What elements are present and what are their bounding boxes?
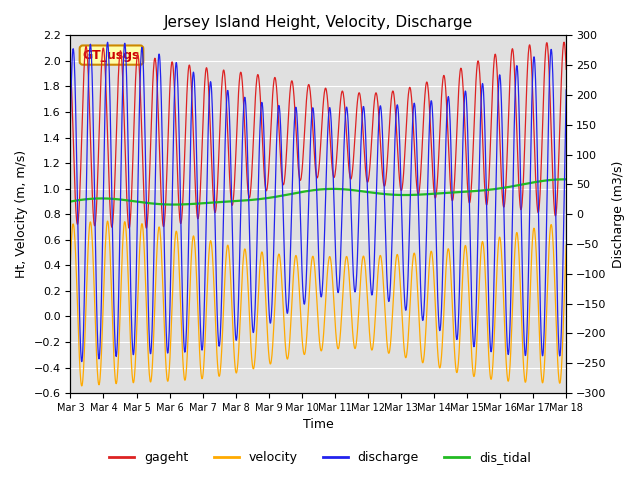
Y-axis label: Discharge (m3/s): Discharge (m3/s) xyxy=(612,160,625,268)
X-axis label: Time: Time xyxy=(303,419,333,432)
Legend: gageht, velocity, discharge, dis_tidal: gageht, velocity, discharge, dis_tidal xyxy=(104,446,536,469)
Title: Jersey Island Height, Velocity, Discharge: Jersey Island Height, Velocity, Discharg… xyxy=(164,15,473,30)
Y-axis label: Ht, Velocity (m, m/s): Ht, Velocity (m, m/s) xyxy=(15,150,28,278)
Text: GT_usgs: GT_usgs xyxy=(83,48,140,61)
